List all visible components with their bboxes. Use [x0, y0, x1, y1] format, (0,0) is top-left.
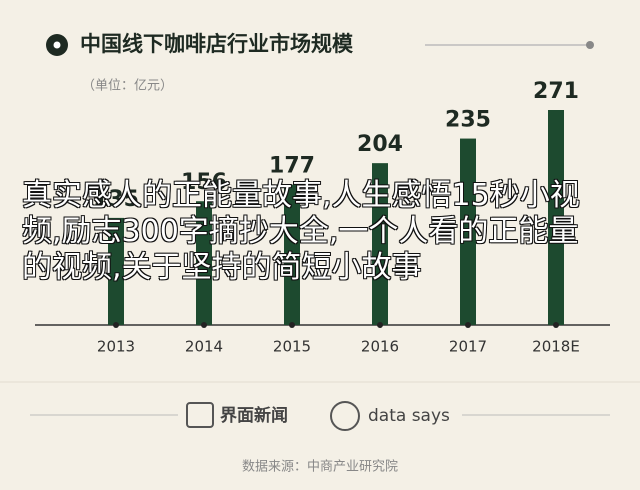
x-tick-label: 2017	[449, 338, 487, 356]
x-tick-label: 2014	[185, 338, 223, 356]
value-label: 156	[181, 170, 227, 195]
bar	[460, 138, 476, 325]
logo-icon	[186, 402, 214, 428]
source: 数据来源：中商产业研究院	[242, 460, 398, 475]
tick-dot	[553, 322, 559, 328]
tick-dot	[289, 322, 295, 328]
tick-dot	[201, 322, 207, 328]
value-label: 235	[445, 108, 491, 133]
overlay-text: 真实感人的正能量故事,人生感悟15秒小视频,励志300字摘抄大全,一个人看的正能…	[21, 177, 580, 285]
chart-subtitle: （单位：亿元）	[82, 79, 173, 94]
chart-title: 中国线下咖啡店行业市场规模	[80, 32, 354, 56]
value-label: 135	[93, 187, 139, 212]
bar	[548, 110, 564, 325]
value-label: 177	[269, 154, 315, 179]
value-label: 204	[357, 132, 403, 157]
logo-right: data says	[368, 406, 450, 426]
bar	[108, 217, 124, 325]
tick-dot	[113, 322, 119, 328]
x-tick-label: 2016	[361, 338, 399, 356]
bar	[372, 163, 388, 325]
x-tick-label: 2013	[97, 338, 135, 356]
bar	[284, 184, 300, 325]
tick-dot	[377, 322, 383, 328]
logo-icon	[330, 401, 360, 431]
logo-left: 界面新闻	[220, 405, 288, 426]
x-tick-label: 2015	[273, 338, 311, 356]
title-icon-dot	[53, 41, 61, 49]
x-tick-label: 2018E	[532, 338, 580, 356]
value-label: 271	[533, 79, 579, 104]
bar	[196, 201, 212, 325]
title-rule-dot	[586, 41, 594, 49]
tick-dot	[465, 322, 471, 328]
